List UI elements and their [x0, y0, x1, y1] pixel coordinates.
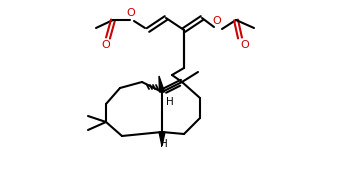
Text: O: O [241, 40, 249, 50]
Text: O: O [102, 40, 110, 50]
Text: O: O [127, 8, 135, 18]
Text: H: H [166, 97, 174, 107]
Polygon shape [159, 76, 164, 92]
Text: O: O [213, 16, 221, 26]
Polygon shape [159, 132, 165, 146]
Text: H: H [160, 139, 168, 149]
